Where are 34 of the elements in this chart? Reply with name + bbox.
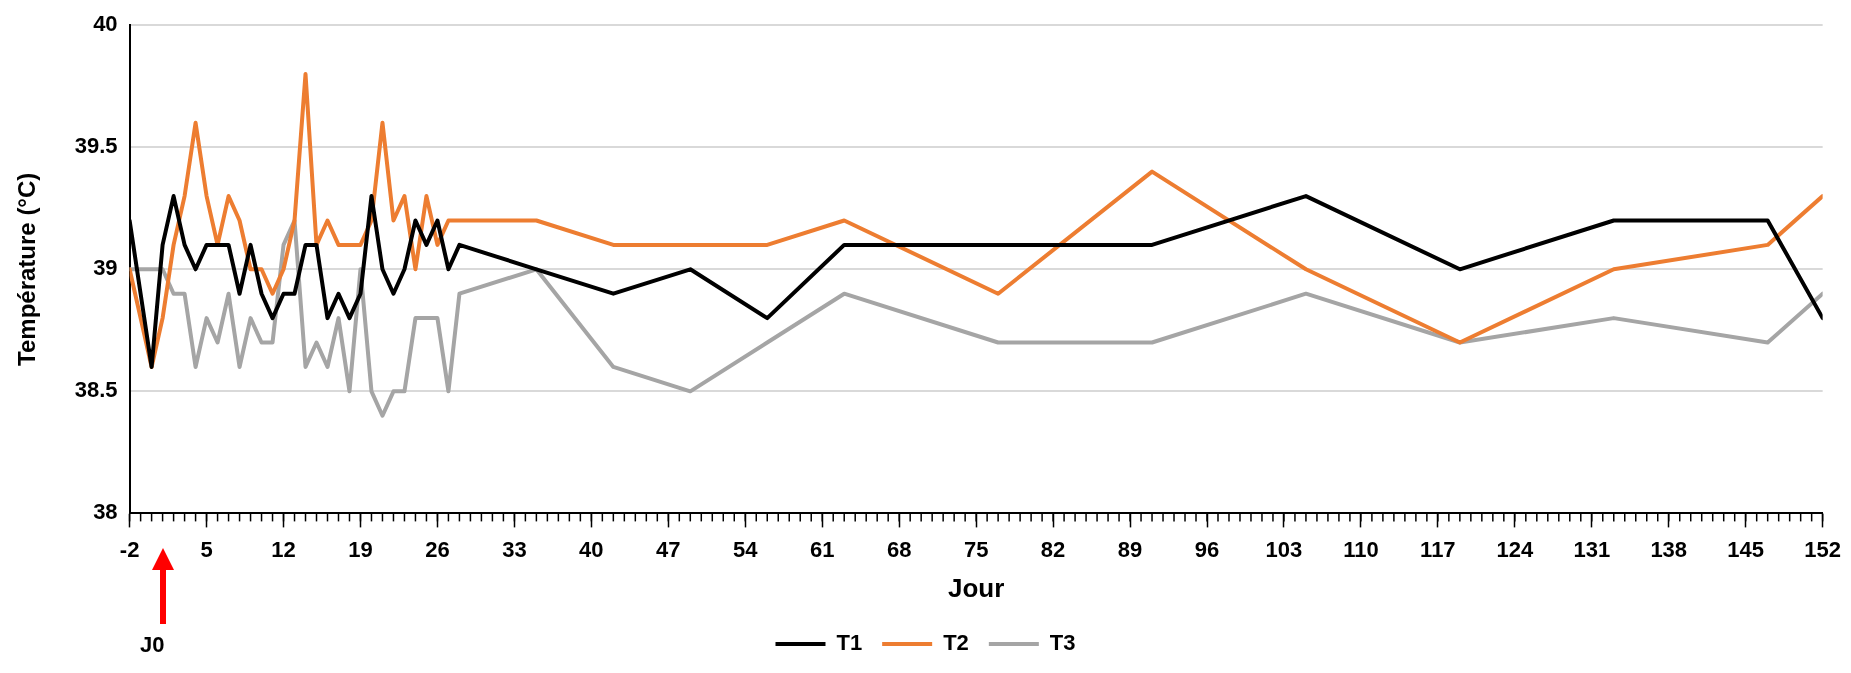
legend-label: T2 [943,630,969,656]
legend-label: T3 [1049,630,1076,656]
y-tick-label: 38.5 [74,377,118,403]
x-tick-label: 40 [579,536,604,562]
x-tick-label: 117 [1420,536,1456,562]
x-axis-title: Jour [947,572,1005,603]
y-axis-title: Température (°C) [13,172,41,366]
x-tick-label: 145 [1727,536,1765,562]
x-tick-label: 138 [1650,536,1688,562]
y-tick-label: 39 [93,255,118,281]
y-tick-label: 38 [93,499,118,525]
x-tick-label: 61 [809,536,835,562]
x-tick-label: 89 [1117,536,1143,562]
text: J0 [140,632,165,658]
y-tick-label: 40 [93,11,118,37]
x-tick-label: 54 [733,536,759,562]
x-tick-label: 19 [348,536,373,562]
x-tick-label: 103 [1265,536,1303,562]
y-tick-label: 39.5 [74,133,118,159]
x-tick-label: 75 [963,536,989,562]
legend-label: T1 [836,630,863,656]
x-tick-label: 68 [886,536,912,562]
x-tick-label: 110 [1343,536,1379,562]
x-tick-label: 33 [502,536,527,562]
x-tick-label: 5 [200,536,213,562]
x-tick-label: 26 [425,536,450,562]
x-tick-label: -2 [119,536,140,562]
x-tick-label: 124 [1496,536,1534,562]
x-tick-label: 96 [1194,536,1220,562]
x-tick-label: 82 [1040,536,1066,562]
x-tick-label: 131 [1573,536,1611,562]
x-tick-label: 152 [1804,536,1842,562]
x-tick-label: 12 [271,536,296,562]
x-tick-label: 47 [656,536,681,562]
